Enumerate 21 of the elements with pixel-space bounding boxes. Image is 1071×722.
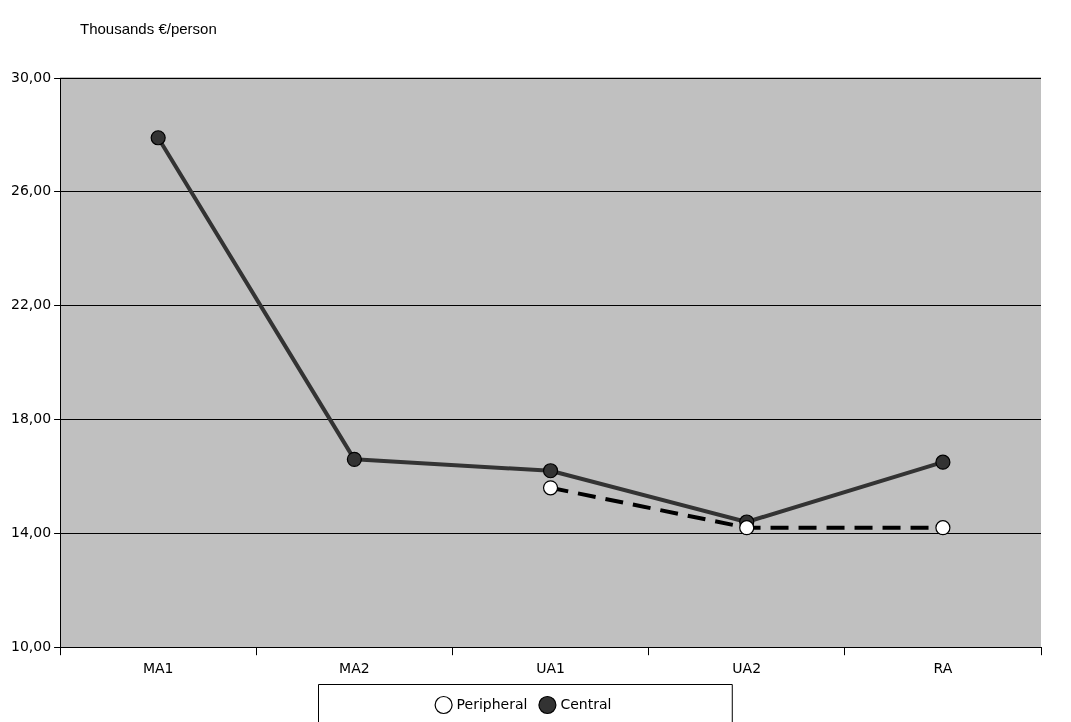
point xyxy=(739,520,755,536)
legend-label: Central xyxy=(560,695,612,712)
y-tick-label: 30,00 xyxy=(10,68,52,85)
point xyxy=(935,520,951,536)
x-tick-label: MA2 xyxy=(339,660,370,677)
y-axis-title: Thousands €/person xyxy=(80,20,217,38)
point xyxy=(935,454,951,470)
x-tick-label: UA1 xyxy=(536,660,565,677)
y-tick-label: 26,00 xyxy=(10,182,52,199)
x-tick-label: UA2 xyxy=(732,660,762,677)
point xyxy=(542,480,559,496)
y-tick-label: 22,00 xyxy=(10,296,52,313)
legend-label: Peripheral xyxy=(456,695,528,712)
point xyxy=(542,463,559,479)
point xyxy=(150,130,166,146)
y-tick-label: 10,00 xyxy=(10,637,52,654)
y-tick-label: 14,00 xyxy=(10,524,52,540)
x-tick-label: RA xyxy=(933,660,953,677)
y-tick-label: 18,00 xyxy=(10,410,52,427)
x-tick-label: MA1 xyxy=(142,660,174,677)
point xyxy=(346,451,362,467)
